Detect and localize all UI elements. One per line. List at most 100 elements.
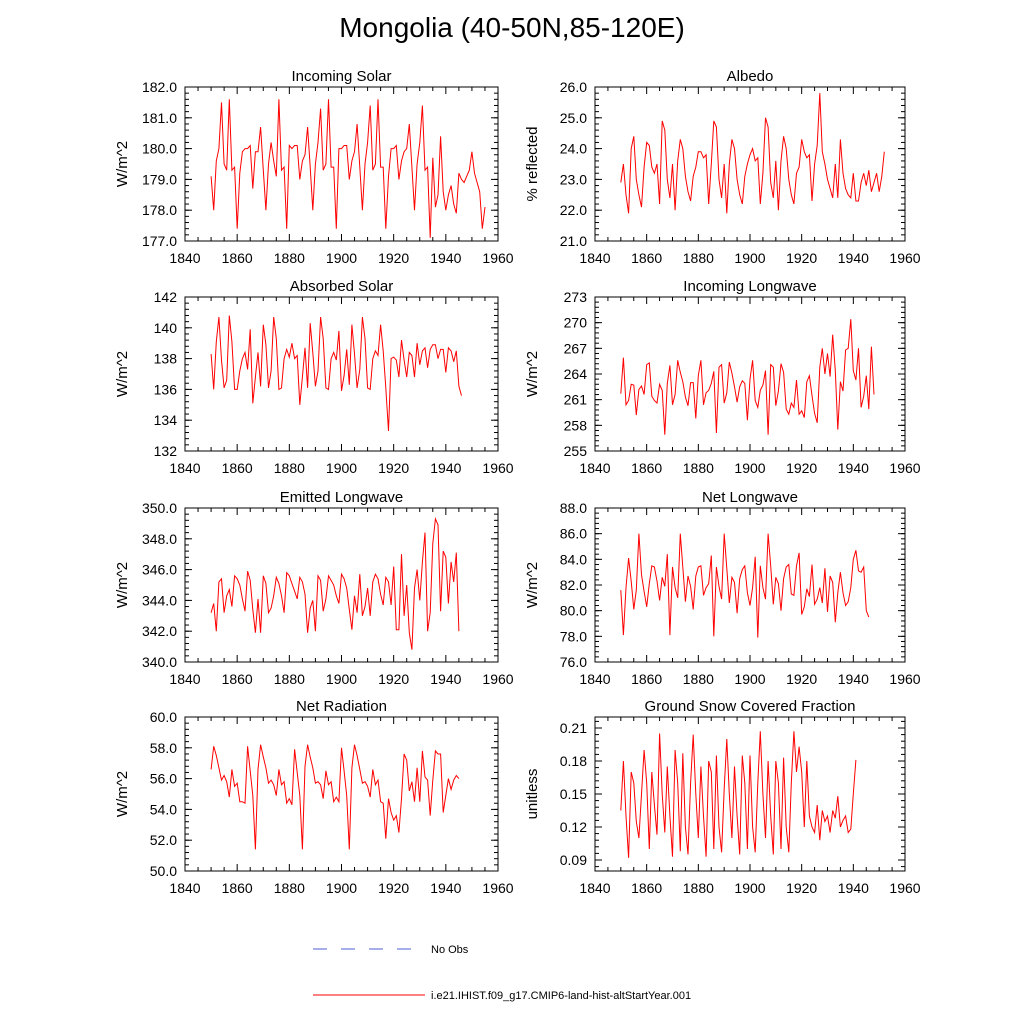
- x-tick-label: 1960: [889, 250, 920, 266]
- x-tick-label: 1840: [169, 880, 200, 896]
- legend-label-no-obs: No Obs: [431, 944, 469, 956]
- x-tick-label: 1840: [579, 460, 610, 476]
- x-tick-label: 1900: [326, 880, 357, 896]
- y-axis-label: W/m^2: [114, 351, 131, 397]
- x-tick-label: 1920: [786, 460, 817, 476]
- series-line-albedo: [620, 93, 885, 214]
- y-tick-label: 348.0: [142, 531, 177, 547]
- y-tick-label: 346.0: [142, 562, 177, 578]
- y-axis-label: W/m^2: [114, 771, 131, 817]
- x-tick-label: 1960: [889, 460, 920, 476]
- series-line-ground-snow-covered-fraction: [620, 731, 857, 858]
- y-tick-label: 23.0: [560, 171, 587, 187]
- x-tick-label: 1880: [274, 460, 305, 476]
- x-tick-label: 1880: [274, 250, 305, 266]
- y-tick-label: 177.0: [142, 233, 177, 249]
- series-line-incoming-solar: [210, 99, 486, 238]
- x-tick-label: 1880: [274, 880, 305, 896]
- y-tick-label: 178.0: [142, 202, 177, 218]
- x-tick-label: 1860: [222, 671, 253, 687]
- panel-title: Absorbed Solar: [290, 278, 393, 295]
- y-tick-label: 273: [564, 289, 588, 305]
- panel-title: Incoming Solar: [291, 68, 391, 85]
- x-tick-label: 1920: [378, 671, 409, 687]
- x-tick-label: 1960: [482, 671, 513, 687]
- panel-title: Net Longwave: [702, 489, 798, 506]
- series-line-absorbed-solar: [210, 315, 462, 432]
- y-tick-label: 0.18: [560, 753, 587, 769]
- y-axis-label: W/m^2: [114, 141, 131, 187]
- panel-net-longwave: 1840 1860 1880 1900 1920 1940 1960 76.0 78.0 80.0…: [524, 489, 921, 687]
- x-tick-label: 1900: [734, 880, 765, 896]
- y-tick-label: 140: [154, 320, 178, 336]
- y-tick-label: 80.0: [560, 603, 587, 619]
- x-tick-label: 1920: [378, 880, 409, 896]
- y-tick-label: 132: [154, 443, 178, 459]
- y-tick-label: 25.0: [560, 110, 587, 126]
- panel-ground-snow-covered-fraction: 1840 1860 1880 1900 1920 1940 1960 0.09 0.12 0.15…: [524, 698, 921, 896]
- panel-absorbed-solar: 1840 1860 1880 1900 1920 1940 1960 132 134 136 138…: [114, 278, 514, 476]
- legend-label-model: i.e21.IHIST.f09_g17.CMIP6-land-hist-altS…: [431, 990, 691, 1002]
- y-tick-label: 136: [154, 381, 178, 397]
- y-tick-label: 261: [564, 392, 588, 408]
- plot-frame: [184, 296, 499, 452]
- plot-frame: [184, 507, 499, 663]
- x-tick-label: 1840: [579, 671, 610, 687]
- x-tick-label: 1960: [482, 880, 513, 896]
- y-tick-label: 264: [564, 366, 588, 382]
- x-tick-label: 1960: [889, 671, 920, 687]
- y-axis-label: unitless: [524, 769, 541, 820]
- x-tick-label: 1860: [222, 250, 253, 266]
- y-tick-label: 76.0: [560, 654, 587, 670]
- series-line-net-radiation: [210, 744, 460, 850]
- y-tick-label: 267: [564, 340, 588, 356]
- y-axis-label: W/m^2: [524, 351, 541, 397]
- panel-incoming-longwave: 1840 1860 1880 1900 1920 1940 1960 255 258 261 264…: [524, 278, 921, 476]
- y-tick-label: 344.0: [142, 592, 177, 608]
- x-tick-label: 1860: [222, 880, 253, 896]
- x-tick-label: 1960: [482, 460, 513, 476]
- x-tick-label: 1960: [482, 250, 513, 266]
- plot-frame: [184, 716, 499, 872]
- y-tick-label: 0.09: [560, 852, 587, 868]
- x-tick-label: 1940: [838, 880, 869, 896]
- x-tick-label: 1900: [734, 250, 765, 266]
- x-tick-label: 1920: [786, 880, 817, 896]
- y-tick-label: 56.0: [150, 771, 177, 787]
- x-tick-label: 1860: [222, 460, 253, 476]
- y-tick-label: 179.0: [142, 171, 177, 187]
- panel-albedo: 1840 1860 1880 1900 1920 1940 1960 21.0 22.0 23.0…: [524, 68, 921, 266]
- panel-title: Albedo: [727, 68, 774, 85]
- x-tick-label: 1940: [430, 250, 461, 266]
- y-tick-label: 88.0: [560, 500, 587, 516]
- x-tick-label: 1940: [838, 250, 869, 266]
- x-tick-label: 1900: [326, 250, 357, 266]
- y-tick-label: 78.0: [560, 628, 587, 644]
- x-tick-label: 1840: [579, 880, 610, 896]
- y-tick-label: 24.0: [560, 141, 587, 157]
- y-tick-label: 138: [154, 351, 178, 367]
- y-axis-label: W/m^2: [114, 562, 131, 608]
- x-tick-label: 1900: [734, 671, 765, 687]
- x-tick-label: 1880: [683, 671, 714, 687]
- x-tick-label: 1840: [169, 460, 200, 476]
- y-tick-label: 255: [564, 443, 588, 459]
- y-tick-label: 26.0: [560, 79, 587, 95]
- y-axis-label: W/m^2: [524, 562, 541, 608]
- panel-title: Emitted Longwave: [280, 489, 403, 506]
- legend: No Obs i.e21.IHIST.f09_g17.CMIP6-land-his…: [313, 944, 691, 1002]
- x-tick-label: 1900: [326, 460, 357, 476]
- y-tick-label: 180.0: [142, 141, 177, 157]
- x-tick-label: 1860: [631, 671, 662, 687]
- y-tick-label: 52.0: [150, 832, 177, 848]
- x-tick-label: 1940: [430, 880, 461, 896]
- x-tick-label: 1920: [786, 671, 817, 687]
- panel-emitted-longwave: 1840 1860 1880 1900 1920 1940 1960 340.0 342.0 34…: [114, 489, 514, 687]
- y-tick-label: 54.0: [150, 801, 177, 817]
- x-tick-label: 1940: [838, 460, 869, 476]
- plot-frame: [594, 296, 906, 452]
- y-tick-label: 0.15: [560, 786, 587, 802]
- y-tick-label: 142: [154, 289, 178, 305]
- y-tick-label: 270: [564, 315, 588, 331]
